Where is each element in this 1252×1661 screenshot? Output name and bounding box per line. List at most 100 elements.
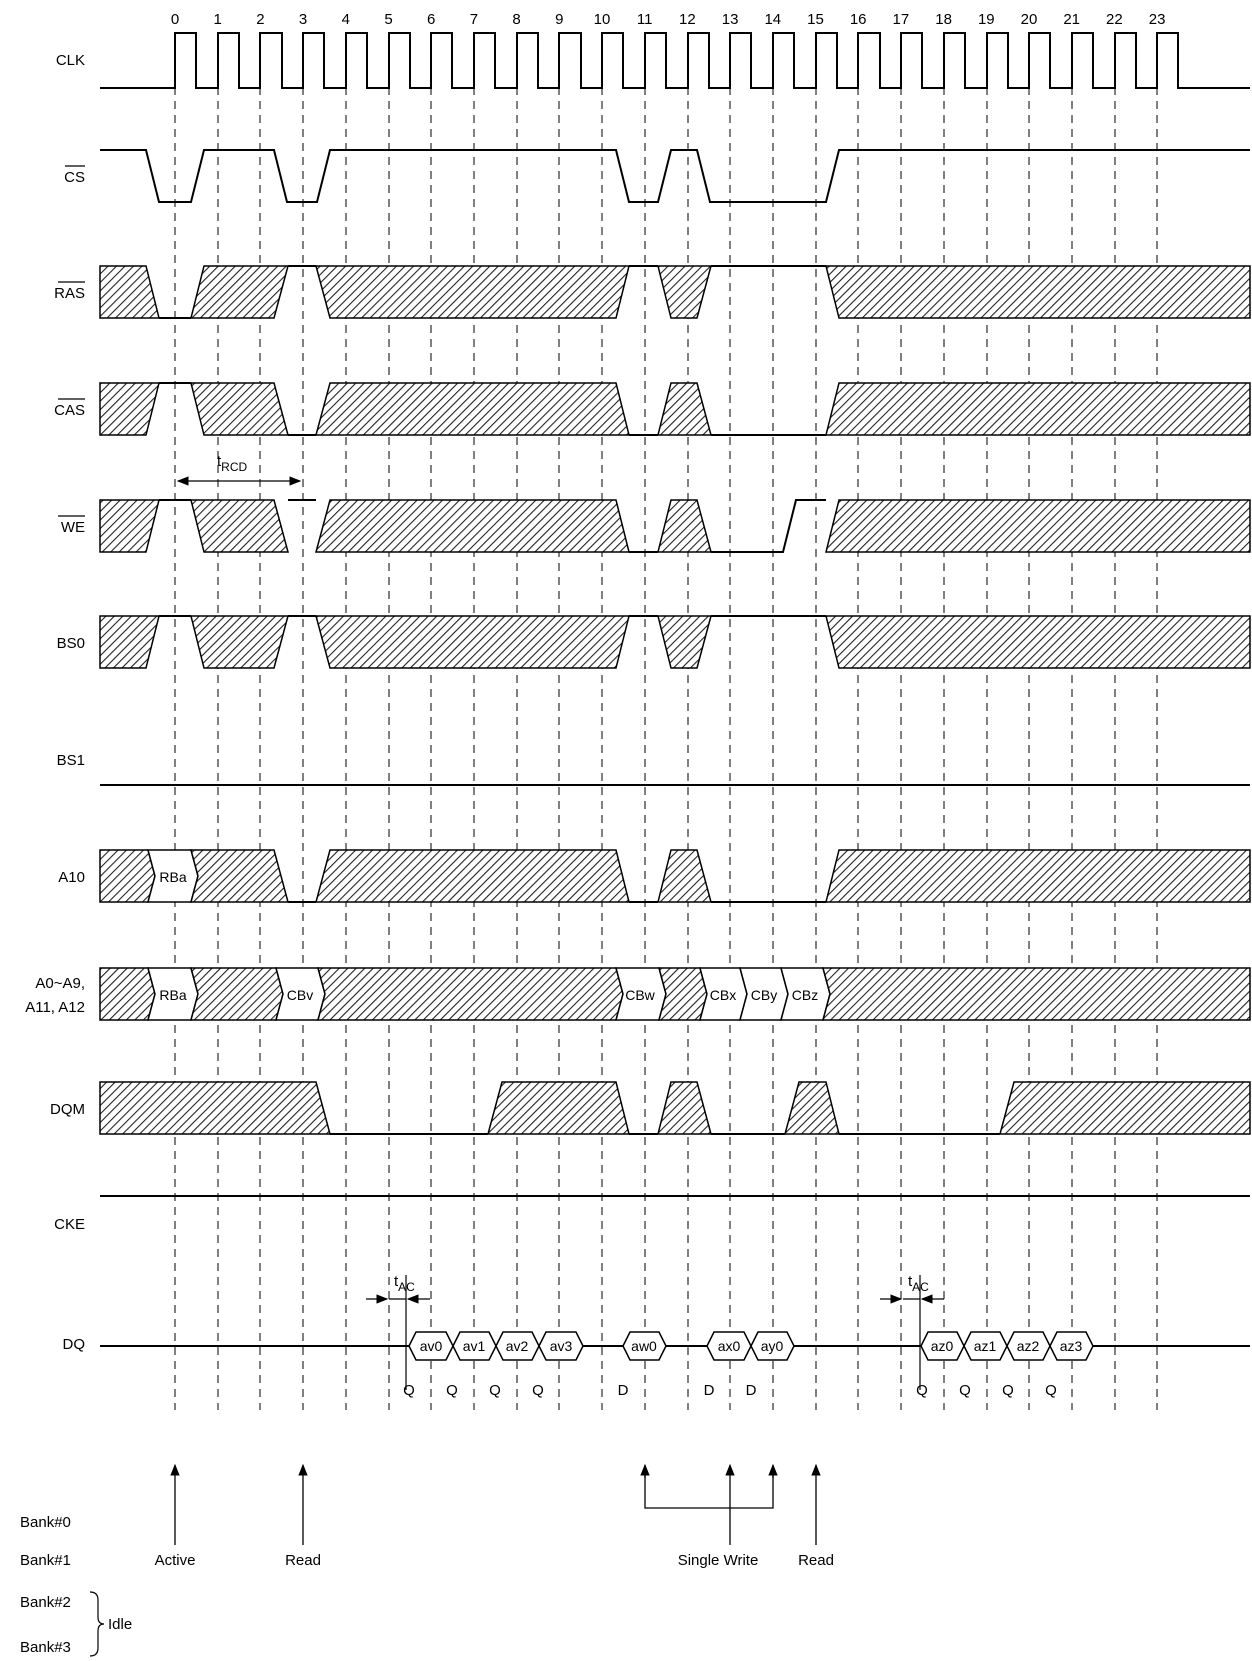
address-cell: CBy — [751, 987, 777, 1003]
command-single-write: Single Write — [678, 1552, 759, 1569]
signal-label-a10: A10 — [58, 869, 85, 886]
qd-marker: Q — [916, 1382, 928, 1399]
command-active: Active — [155, 1552, 196, 1569]
clock-number: 17 — [893, 11, 910, 28]
clock-number: 13 — [722, 11, 739, 28]
qd-marker: Q — [1045, 1382, 1057, 1399]
signal-label-bs0: BS0 — [57, 635, 85, 652]
ras-waveform — [99, 265, 1251, 319]
clock-number: 3 — [299, 11, 307, 28]
clock-number: 16 — [850, 11, 867, 28]
clock-number: 14 — [764, 11, 781, 28]
qd-markers: Q Q Q Q D D D Q Q Q Q — [403, 1382, 1057, 1399]
dq-cell: av0 — [420, 1338, 443, 1354]
address-cells: RBa CBv CBw CBx CBy CBz — [159, 987, 818, 1003]
signal-label-cas: CAS — [54, 402, 85, 419]
signal-label-dqm: DQM — [50, 1101, 85, 1118]
qd-marker: Q — [446, 1382, 458, 1399]
tac-annotation-1: tAC — [366, 1273, 430, 1304]
address-cell: CBw — [625, 987, 655, 1003]
active-low-overbars — [58, 165, 85, 517]
address-waveform — [99, 967, 1251, 1021]
clock-number: 5 — [384, 11, 392, 28]
clock-number: 2 — [256, 11, 264, 28]
clock-number: 8 — [512, 11, 520, 28]
clk-waveform — [100, 32, 1250, 89]
dq-cell: av2 — [506, 1338, 529, 1354]
signal-label-we: WE — [61, 519, 85, 536]
clock-number: 10 — [594, 11, 611, 28]
qd-marker: Q — [489, 1382, 501, 1399]
command-read: Read — [285, 1552, 321, 1569]
cas-waveform — [99, 382, 1251, 436]
cs-waveform — [100, 149, 1250, 203]
clock-number: 15 — [807, 11, 824, 28]
clock-number: 22 — [1106, 11, 1123, 28]
signal-label-clk: CLK — [56, 52, 85, 69]
clock-number: 12 — [679, 11, 696, 28]
clock-gridlines — [174, 45, 1158, 1410]
tac-ticks — [405, 1275, 921, 1390]
qd-marker: Q — [1002, 1382, 1014, 1399]
trcd-label: tRCD — [217, 453, 248, 474]
command-labels: Active Read Single Write Read — [155, 1552, 834, 1569]
single-write-bracket — [644, 1470, 774, 1509]
dqm-waveform — [99, 1081, 1251, 1135]
signal-label-cs: CS — [64, 169, 85, 186]
tac-label: tAC — [908, 1273, 929, 1294]
clock-number: 11 — [637, 11, 653, 28]
clock-number: 7 — [470, 11, 478, 28]
address-cell: RBa — [159, 987, 186, 1003]
dq-cell: az3 — [1060, 1338, 1083, 1354]
dq-cell: az0 — [931, 1338, 954, 1354]
command-arrows — [170, 1463, 821, 1545]
address-cell: CBx — [710, 987, 736, 1003]
bank-label-1: Bank#1 — [20, 1552, 71, 1569]
qd-marker: D — [618, 1382, 629, 1399]
a10-cell: RBa — [159, 869, 186, 885]
dq-cell: av3 — [550, 1338, 573, 1354]
qd-marker: D — [704, 1382, 715, 1399]
signal-labels: CLK CS RAS CAS WE BS0 BS1 A10 A0~A9, A11… — [25, 52, 85, 1353]
qd-marker: Q — [959, 1382, 971, 1399]
tac-annotation-2: tAC — [880, 1273, 944, 1304]
signal-label-bs1: BS1 — [57, 752, 85, 769]
clock-number: 9 — [555, 11, 563, 28]
dq-cell: ay0 — [761, 1338, 784, 1354]
bank-label-2: Bank#2 — [20, 1594, 71, 1611]
we-waveform — [99, 499, 1251, 553]
signal-label-addr-line1: A0~A9, — [35, 975, 85, 992]
dq-waveform — [100, 1331, 1250, 1361]
clock-number: 1 — [214, 11, 222, 28]
bank-label-3: Bank#3 — [20, 1639, 71, 1656]
dq-cell: av1 — [463, 1338, 486, 1354]
clock-number: 19 — [978, 11, 995, 28]
dq-cell: az2 — [1017, 1338, 1040, 1354]
address-cell: CBz — [792, 987, 818, 1003]
dq-cell: aw0 — [631, 1338, 657, 1354]
signal-label-cke: CKE — [54, 1216, 85, 1233]
command-read: Read — [798, 1552, 834, 1569]
dq-cells: av0 av1 av2 av3 aw0 ax0 ay0 az0 az1 az2 … — [420, 1338, 1083, 1354]
bank-label-0: Bank#0 — [20, 1514, 71, 1531]
tac-label: tAC — [394, 1273, 415, 1294]
a10-waveform — [99, 849, 1251, 903]
signal-label-ras: RAS — [54, 285, 85, 302]
clock-number: 18 — [935, 11, 952, 28]
qd-marker: Q — [403, 1382, 415, 1399]
qd-marker: Q — [532, 1382, 544, 1399]
clock-number: 21 — [1063, 11, 1080, 28]
bs0-waveform — [99, 615, 1251, 669]
idle-label: Idle — [108, 1616, 132, 1633]
clock-number: 6 — [427, 11, 435, 28]
clock-number: 20 — [1021, 11, 1038, 28]
idle-brace — [89, 1591, 105, 1657]
address-cell: CBv — [287, 987, 313, 1003]
clock-number: 0 — [171, 11, 179, 28]
signal-label-dq: DQ — [63, 1336, 86, 1353]
clock-number: 23 — [1149, 11, 1166, 28]
bank-labels: Bank#0 Bank#1 Bank#2 Bank#3 Idle — [20, 1514, 132, 1656]
clock-number: 4 — [342, 11, 350, 28]
dq-cell: az1 — [974, 1338, 997, 1354]
